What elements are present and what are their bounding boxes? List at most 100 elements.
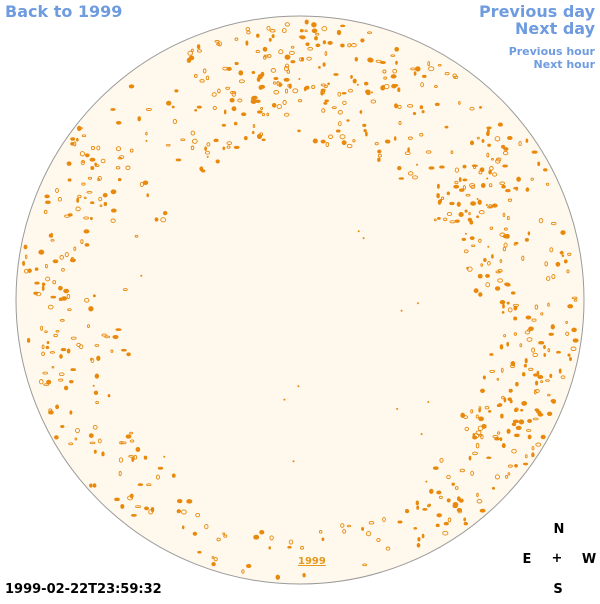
magnetic-feature [454, 167, 460, 173]
magnetic-feature [304, 85, 310, 90]
magnetic-feature [261, 113, 266, 117]
magnetic-feature [260, 106, 264, 111]
magnetic-feature [468, 455, 472, 461]
magnetic-feature [503, 147, 509, 151]
magnetic-feature [84, 243, 90, 247]
magnetic-feature [506, 428, 511, 434]
next-day-link[interactable]: Next day [515, 19, 595, 38]
magnetic-feature [486, 152, 490, 158]
year-link[interactable]: 1999 [298, 556, 326, 567]
magnetic-feature [190, 130, 196, 136]
magnetic-feature [487, 261, 491, 266]
magnetic-feature [413, 526, 418, 530]
magnetic-feature [513, 408, 518, 413]
magnetic-feature [47, 304, 54, 310]
magnetic-feature [502, 303, 505, 309]
magnetic-feature [512, 419, 519, 424]
magnetic-feature [134, 234, 139, 238]
magnetic-feature [81, 134, 87, 138]
magnetic-feature [469, 236, 475, 240]
previous-day-link[interactable]: Previous day [478, 2, 595, 21]
back-to-year-link[interactable]: Back to 1999 [5, 2, 123, 21]
magnetic-feature [494, 474, 500, 480]
magnetic-feature [286, 69, 291, 74]
magnetic-feature [543, 345, 546, 350]
magnetic-feature [477, 273, 483, 279]
magnetic-feature [221, 123, 227, 127]
next-hour-link[interactable]: Next hour [533, 58, 596, 71]
magnetic-feature [494, 286, 501, 291]
magnetic-feature [536, 370, 540, 376]
magnetic-feature [297, 99, 303, 103]
magnetic-feature [197, 550, 202, 554]
magnetic-feature [217, 41, 222, 47]
magnetic-feature [45, 345, 50, 350]
magnetic-feature [283, 112, 290, 117]
magnetic-feature [435, 523, 440, 528]
magnetic-feature [468, 211, 471, 216]
magnetic-feature [527, 418, 533, 424]
magnetic-feature [365, 91, 371, 96]
magnetic-feature [166, 100, 172, 106]
magnetic-feature [77, 194, 82, 199]
magnetic-feature [101, 333, 107, 337]
magnetic-feature [515, 186, 519, 191]
magnetic-feature [515, 381, 519, 387]
magnetic-feature [523, 363, 527, 368]
magnetic-feature [39, 379, 44, 385]
magnetic-feature [473, 288, 479, 294]
magnetic-feature [92, 424, 98, 430]
magnetic-feature [243, 135, 248, 141]
magnetic-feature [469, 183, 476, 188]
magnetic-feature [488, 410, 492, 413]
magnetic-feature [500, 367, 504, 373]
magnetic-feature [363, 81, 369, 86]
magnetic-feature [560, 230, 566, 235]
magnetic-feature [281, 28, 287, 34]
magnetic-feature [413, 71, 417, 76]
magnetic-feature [452, 502, 459, 507]
magnetic-feature [44, 263, 48, 269]
magnetic-feature [266, 112, 270, 117]
magnetic-feature [478, 406, 482, 411]
magnetic-feature [57, 196, 62, 202]
magnetic-feature [503, 334, 507, 338]
magnetic-feature [271, 102, 277, 108]
magnetic-feature [117, 156, 123, 160]
magnetic-feature [110, 189, 117, 195]
magnetic-feature [504, 233, 510, 239]
magnetic-feature [356, 83, 359, 86]
magnetic-feature [405, 508, 408, 512]
magnetic-feature [434, 102, 440, 107]
magnetic-feature [211, 92, 217, 97]
magnetic-feature [495, 158, 501, 164]
magnetic-feature [438, 495, 443, 500]
magnetic-feature [538, 218, 544, 224]
magnetic-feature [535, 442, 542, 447]
magnetic-feature [516, 176, 521, 182]
magnetic-feature [407, 147, 410, 153]
magnetic-feature [464, 232, 467, 235]
magnetic-feature [59, 255, 64, 260]
magnetic-feature [501, 395, 505, 400]
magnetic-feature [340, 43, 345, 48]
magnetic-feature [121, 348, 127, 352]
magnetic-feature [75, 427, 80, 434]
magnetic-feature [511, 422, 517, 427]
magnetic-feature [499, 300, 506, 305]
magnetic-feature [69, 380, 74, 384]
magnetic-feature [537, 374, 544, 380]
magnetic-feature [571, 296, 578, 300]
magnetic-feature [507, 464, 513, 468]
magnetic-feature [398, 177, 405, 180]
magnetic-feature [337, 121, 342, 127]
magnetic-feature [125, 165, 131, 171]
magnetic-features [22, 19, 579, 580]
magnetic-feature [342, 529, 347, 534]
magnetic-feature [125, 434, 132, 439]
magnetic-feature [459, 188, 465, 192]
previous-hour-link[interactable]: Previous hour [508, 45, 595, 58]
magnetic-feature [485, 282, 491, 288]
magnetic-feature [213, 557, 218, 562]
